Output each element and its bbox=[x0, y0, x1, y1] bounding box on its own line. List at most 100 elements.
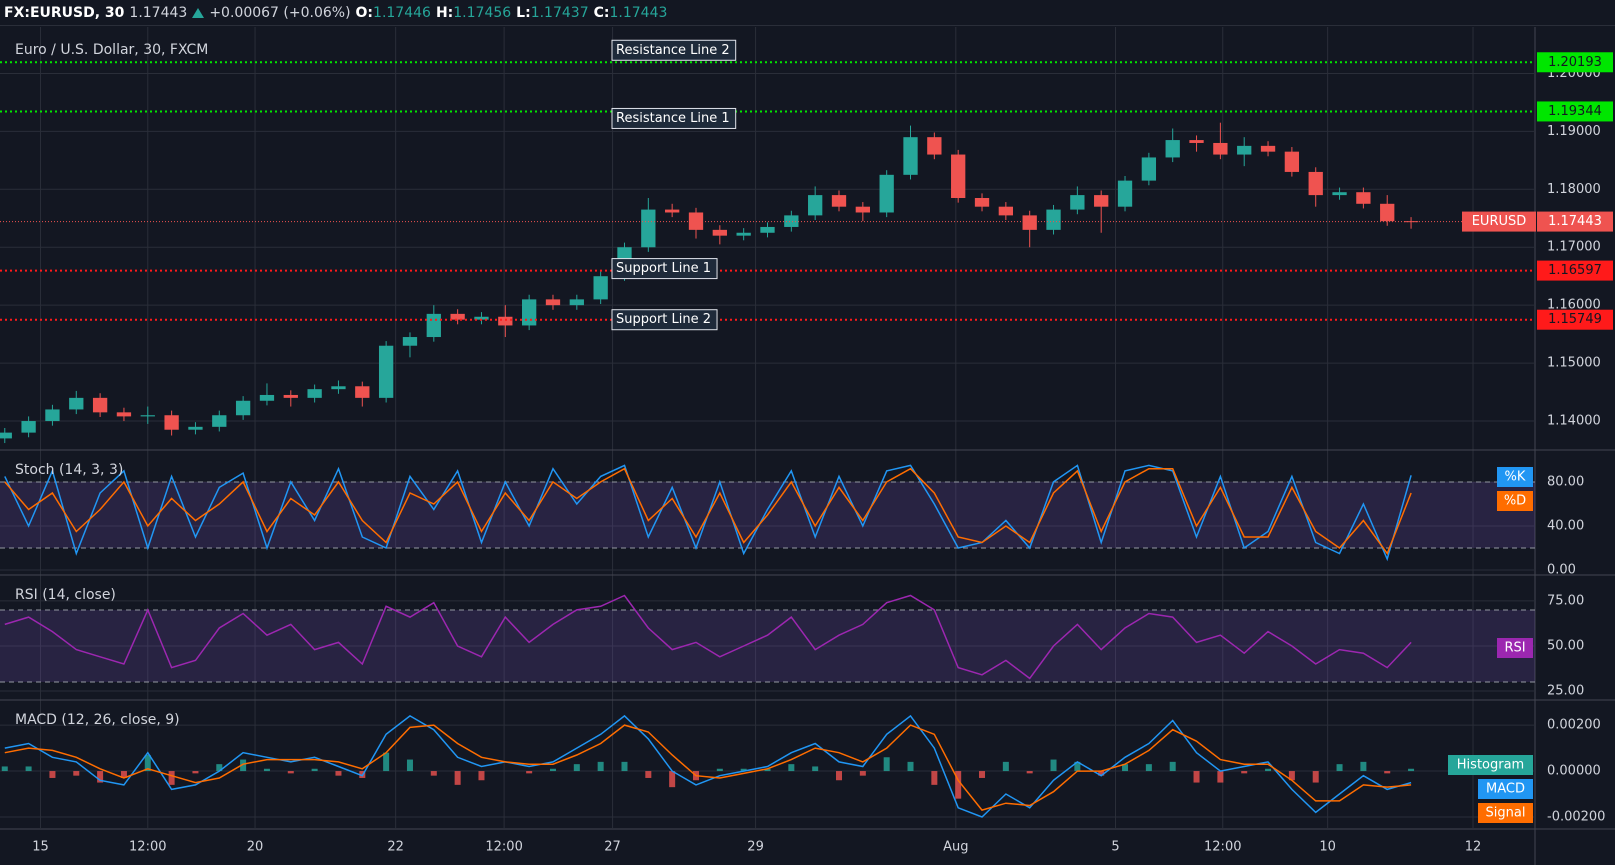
x-tick-label: 5 bbox=[1111, 840, 1119, 855]
histogram-bar bbox=[120, 771, 127, 778]
candle-body bbox=[259, 394, 275, 401]
histogram-bar bbox=[1074, 761, 1081, 772]
histogram-bar bbox=[1408, 768, 1415, 772]
histogram-bar bbox=[1002, 761, 1009, 772]
histogram-bar bbox=[859, 771, 866, 776]
histogram-bar bbox=[1026, 771, 1033, 774]
level-label: Support Line 2 bbox=[616, 312, 711, 327]
x-tick-label: Aug bbox=[943, 840, 968, 855]
candle-body bbox=[879, 174, 894, 213]
candle-body bbox=[1141, 157, 1157, 181]
level-tag bbox=[1537, 309, 1613, 330]
series-line bbox=[4, 714, 1412, 818]
histogram-bar bbox=[645, 771, 652, 778]
histogram-bar bbox=[1360, 761, 1367, 772]
candle-body bbox=[1403, 221, 1419, 223]
low-value: 1.17437 bbox=[530, 4, 589, 21]
candle-body bbox=[1094, 195, 1109, 207]
histogram-bar bbox=[25, 766, 32, 772]
histogram-bar bbox=[621, 761, 628, 772]
candle-body bbox=[498, 316, 513, 326]
candle-body bbox=[1356, 192, 1371, 204]
histogram-bar bbox=[311, 768, 318, 772]
histogram-bar bbox=[1122, 764, 1129, 772]
series-tag bbox=[1478, 779, 1533, 799]
histogram-bar bbox=[144, 754, 151, 772]
series-tag bbox=[1448, 755, 1533, 775]
histogram-bar bbox=[168, 771, 175, 785]
series-tag bbox=[1478, 803, 1533, 823]
x-tick-label: 12:00 bbox=[129, 840, 166, 855]
candle-body bbox=[1070, 195, 1085, 210]
candle-body bbox=[521, 299, 537, 326]
candle-body bbox=[235, 400, 251, 416]
histogram-bar bbox=[1145, 764, 1152, 772]
histogram-bar bbox=[406, 759, 413, 772]
low-label: L: bbox=[516, 4, 531, 21]
candle-body bbox=[927, 137, 942, 155]
series-tag-text: RSI bbox=[1504, 641, 1525, 656]
histogram-bar bbox=[1336, 764, 1343, 772]
candle-body bbox=[355, 386, 370, 398]
chart-background bbox=[0, 27, 1615, 865]
histogram-bar bbox=[240, 759, 247, 772]
x-tick-label: 10 bbox=[1319, 840, 1336, 855]
histogram-bar bbox=[716, 768, 723, 772]
candle-body bbox=[1260, 145, 1276, 152]
histogram-bar bbox=[955, 771, 962, 799]
histogram-bar bbox=[1217, 771, 1224, 783]
candle-body bbox=[21, 421, 36, 433]
candle-body bbox=[450, 313, 465, 320]
candle-body bbox=[402, 337, 418, 346]
histogram-bar bbox=[1169, 761, 1176, 772]
series-tag bbox=[1497, 638, 1533, 658]
y-tick-label: 1.14000 bbox=[1547, 414, 1601, 429]
y-tick-label: 80.00 bbox=[1547, 474, 1584, 489]
histogram-bar bbox=[788, 764, 795, 772]
panel-title: Euro / U.S. Dollar, 30, FXCM bbox=[15, 42, 208, 58]
level-tag-text: 1.16597 bbox=[1548, 263, 1602, 278]
candle-body bbox=[545, 299, 561, 306]
candle-body bbox=[164, 415, 179, 430]
level-label: Support Line 1 bbox=[616, 261, 711, 276]
candle-body bbox=[1165, 140, 1180, 158]
candle-body bbox=[331, 386, 346, 390]
histogram-bar bbox=[1312, 771, 1319, 783]
histogram-bar bbox=[1193, 771, 1200, 783]
candle-body bbox=[0, 432, 12, 439]
panel-title: Stoch (14, 3, 3) bbox=[15, 462, 123, 478]
series-tag-text: MACD bbox=[1486, 782, 1525, 797]
histogram-bar bbox=[526, 771, 533, 774]
header-bar: FX:EURUSD, 30 1.17443 +0.00067 (+0.06%) … bbox=[0, 0, 1615, 26]
level-label: Resistance Line 1 bbox=[616, 111, 730, 126]
y-tick-label: 0.00200 bbox=[1547, 718, 1601, 733]
level-tag-text: 1.19344 bbox=[1548, 104, 1602, 119]
histogram-bar bbox=[216, 764, 223, 772]
histogram-bar bbox=[931, 771, 938, 785]
panel-title: RSI (14, close) bbox=[15, 587, 116, 603]
change: +0.00067 (+0.06%) bbox=[209, 4, 351, 21]
high-value: 1.17456 bbox=[453, 4, 512, 21]
series-tag-text: Histogram bbox=[1457, 758, 1524, 773]
candle-body bbox=[140, 415, 155, 417]
histogram-bar bbox=[836, 771, 843, 781]
symbol: FX:EURUSD, 30 bbox=[4, 4, 125, 21]
series-tag bbox=[1497, 491, 1533, 511]
open-label: O: bbox=[355, 4, 374, 21]
level-tag-text: 1.20193 bbox=[1548, 55, 1602, 70]
x-tick-label: 15 bbox=[32, 840, 49, 855]
histogram-bar bbox=[287, 771, 294, 774]
histogram-bar bbox=[1384, 771, 1391, 774]
candle-body bbox=[736, 232, 751, 236]
y-tick-label: 0.00 bbox=[1547, 563, 1576, 578]
candle-body bbox=[998, 206, 1014, 216]
candle-body bbox=[593, 276, 608, 300]
candle-body bbox=[45, 409, 60, 422]
candle-body bbox=[855, 206, 870, 213]
level-tag bbox=[1537, 52, 1613, 73]
histogram-bar bbox=[764, 768, 771, 772]
histogram-bar bbox=[73, 771, 80, 776]
last-name-tag bbox=[1462, 211, 1536, 232]
x-tick-label: 12:00 bbox=[485, 840, 522, 855]
